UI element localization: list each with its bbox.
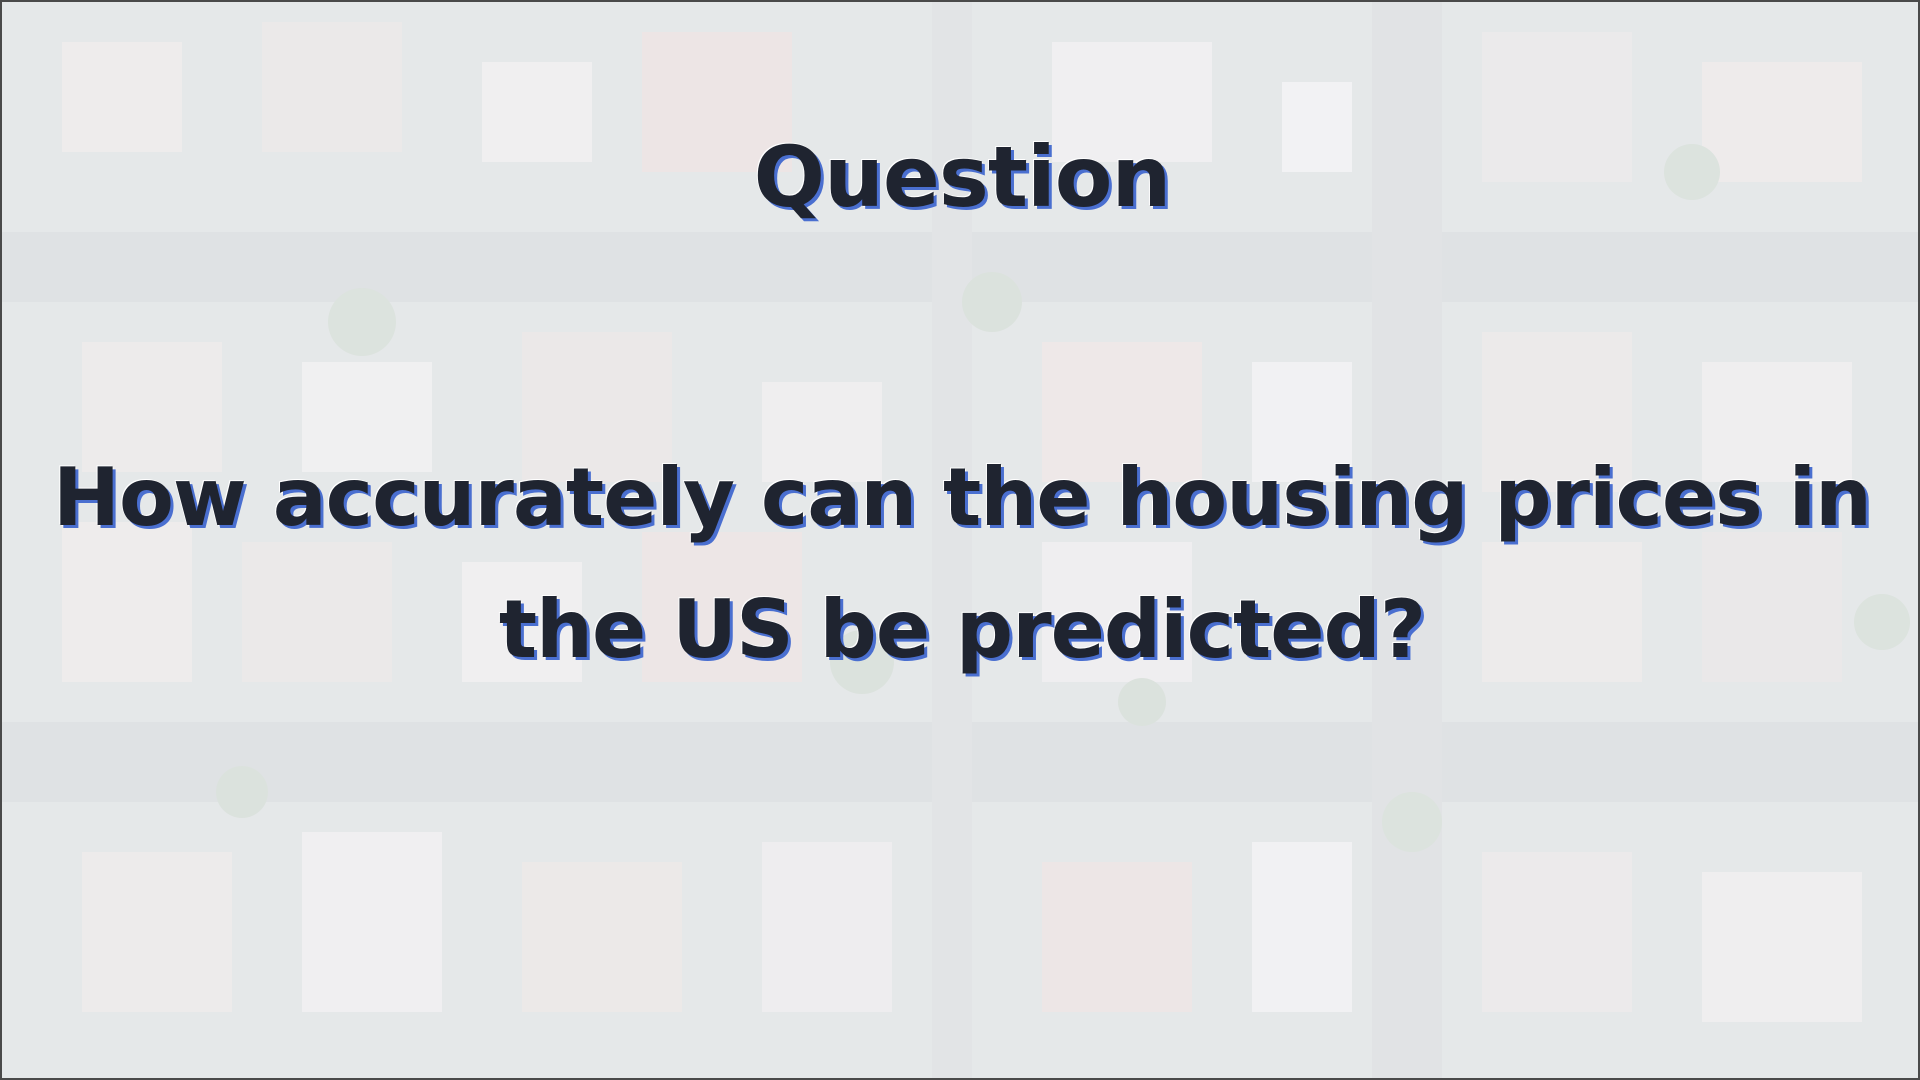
- slide-title: Question: [753, 128, 1172, 226]
- question-text: How accurately can the housing prices in…: [53, 451, 1872, 676]
